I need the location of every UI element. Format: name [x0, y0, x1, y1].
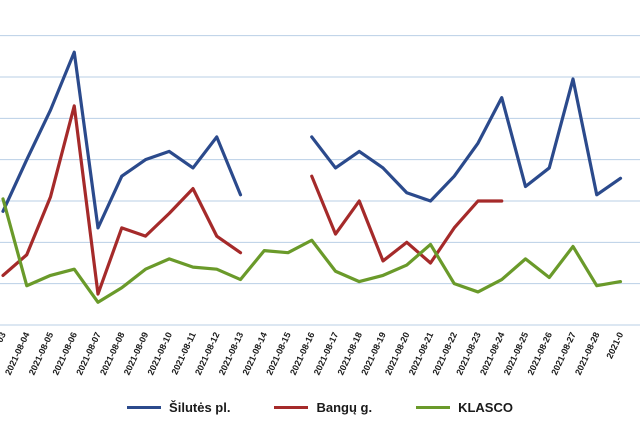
- legend-swatch-silutes: [127, 405, 162, 409]
- series-line-0-segment-0: [1, 50, 243, 230]
- legend-label-klasco: KLASCO: [458, 399, 513, 415]
- x-tick-label: 2021-08-28: [573, 331, 602, 377]
- series-line-1-segment-1: [310, 174, 504, 265]
- legend-label-silutes: Šilutės pl.: [169, 399, 231, 415]
- legend-item-silutes: Šilutės pl.: [127, 400, 230, 415]
- x-tick-label: 03: [0, 331, 8, 344]
- legend: Šilutės pl. Bangų g. KLASCO: [0, 396, 640, 418]
- series-line-2-segment-0: [1, 197, 623, 304]
- series-lines: [1, 50, 623, 304]
- x-axis-tick-labels: 032021-08-042021-08-052021-08-062021-08-…: [0, 331, 625, 377]
- legend-swatch-bangu: [274, 405, 309, 409]
- line-chart: 032021-08-042021-08-052021-08-062021-08-…: [0, 35, 640, 377]
- x-tick-label: 2021-0: [604, 331, 625, 361]
- legend-item-bangu: Bangų g.: [274, 400, 372, 415]
- legend-swatch-klasco: [416, 405, 451, 409]
- legend-item-klasco: KLASCO: [416, 400, 513, 415]
- gridlines: [0, 35, 640, 326]
- series-line-1-segment-0: [1, 104, 243, 296]
- series-line-0-segment-1: [310, 77, 623, 203]
- legend-label-bangu: Bangų g.: [316, 399, 373, 415]
